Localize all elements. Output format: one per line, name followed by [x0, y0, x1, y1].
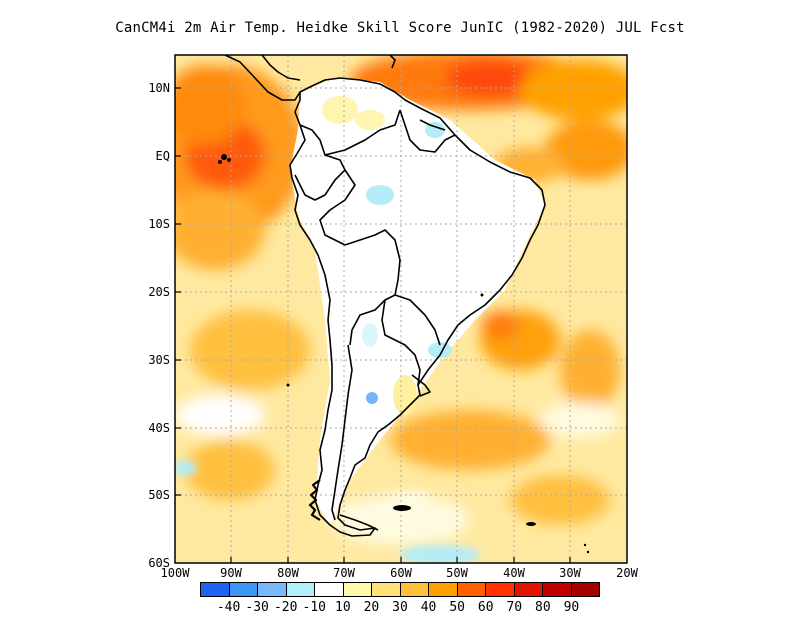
colorbar-tick-label: 80: [535, 600, 551, 615]
colorbar-tick-label: -20: [273, 600, 298, 615]
lat-label-60s: 60S: [148, 556, 170, 570]
lon-label-100w: 100W: [160, 566, 190, 580]
colorbar-tick-label: 40: [420, 600, 437, 615]
colorbar-tick-label: 20: [363, 600, 380, 615]
colorbar-swatch: [201, 583, 230, 596]
colorbar-tick-label: -30: [245, 600, 269, 615]
colorbar-swatch: [429, 583, 458, 596]
lat-label-40s: 40S: [148, 421, 170, 435]
colorbar-tick-label: 90: [563, 600, 580, 615]
graticule: [175, 55, 627, 563]
colorbar-swatch: [315, 583, 344, 596]
colorbar-tick-label: 50: [449, 600, 465, 615]
lat-label-10n: 10N: [148, 81, 170, 95]
lon-label-60w: 60W: [390, 566, 412, 580]
colorbar-tick-label: 10: [335, 600, 351, 615]
lat-label-10s: 10S: [148, 217, 170, 231]
colorbar-swatch: [543, 583, 572, 596]
islands: [218, 154, 590, 554]
axis-ticks: [175, 87, 571, 563]
colorbar-swatch: [258, 583, 287, 596]
lon-label-40w: 40W: [503, 566, 525, 580]
colorbar-swatch: [514, 583, 543, 596]
lon-label-90w: 90W: [220, 566, 242, 580]
colorbar: [200, 582, 600, 597]
colorbar-tick-label: 60: [477, 600, 494, 615]
colorbar-swatch: [571, 583, 599, 596]
colorbar-swatch: [343, 583, 372, 596]
shaded-field: [175, 55, 627, 563]
lon-label-30w: 30W: [559, 566, 581, 580]
colorbar-tick-label: -10: [302, 600, 327, 615]
colorbar-swatch: [229, 583, 258, 596]
colorbar-tick-label: 70: [506, 600, 523, 615]
lat-label-50s: 50S: [148, 488, 170, 502]
colorbar-swatch: [400, 583, 429, 596]
lon-label-70w: 70W: [333, 566, 355, 580]
lon-label-80w: 80W: [277, 566, 299, 580]
lat-label-30s: 30S: [148, 353, 170, 367]
map-title: CanCM4i 2m Air Temp. Heidke Skill Score …: [115, 20, 685, 36]
lat-label-eq: EQ: [155, 149, 170, 163]
lon-label-20w: 20W: [616, 566, 638, 580]
colorbar-swatch: [372, 583, 401, 596]
lat-label-20s: 20S: [148, 285, 170, 299]
coastlines: [224, 55, 546, 537]
lon-label-50w: 50W: [446, 566, 468, 580]
colorbar-tick-label: 30: [392, 600, 408, 615]
colorbar-tick-label: -40: [216, 600, 241, 615]
colorbar-swatch: [457, 583, 486, 596]
colorbar-swatch: [486, 583, 515, 596]
colorbar-swatch: [286, 583, 315, 596]
